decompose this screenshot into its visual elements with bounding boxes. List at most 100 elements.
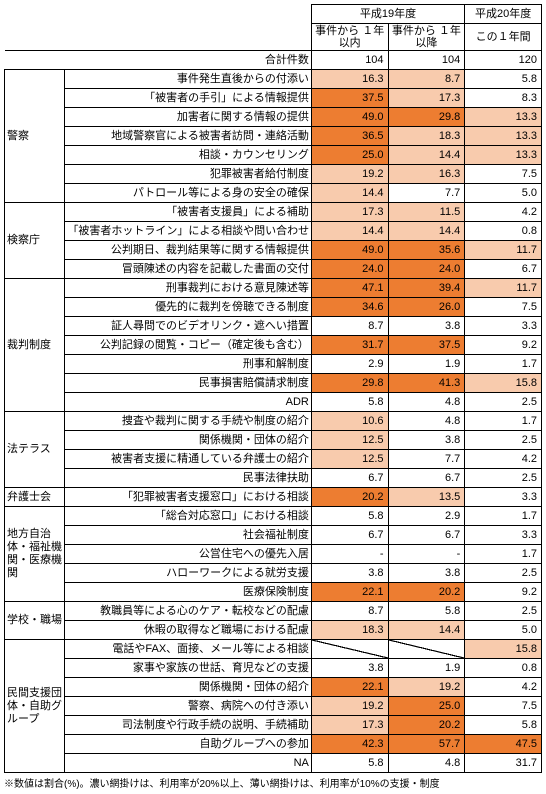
value-cell: 2.5 [465,602,542,621]
row-label: 公判記録の閲覧・コピー（確定後も含む） [65,336,311,355]
category-cell: 裁判制度 [5,279,65,412]
value-cell: - [311,545,388,564]
value-cell: 15.8 [465,374,542,393]
value-cell: 0.8 [465,659,542,678]
row-label: 司法制度や行政手続の説明、手続補助 [65,716,311,735]
value-cell: 29.8 [311,374,388,393]
row-label: 事件発生直後からの付添い [65,70,311,89]
value-cell: 47.1 [311,279,388,298]
row-label: 医療保険制度 [65,583,311,602]
row-label: 「犯罪被害者支援窓口」における相談 [65,488,311,507]
header-col1: 事件から １年以内 [311,24,388,51]
value-cell: 35.6 [388,241,465,260]
value-cell: 14.4 [311,222,388,241]
value-cell: 3.8 [388,564,465,583]
category-cell: 警察 [5,70,65,203]
value-cell: 12.5 [311,450,388,469]
value-cell: 5.8 [311,754,388,773]
value-cell: 10.6 [311,412,388,431]
value-cell: 5.8 [311,507,388,526]
value-cell: 26.0 [388,298,465,317]
row-label: 証人尋問でのビデオリンク・遮へい措置 [65,317,311,336]
row-label: 家事や家族の世話、育児などの支援 [65,659,311,678]
value-cell: 39.4 [388,279,465,298]
value-cell: 2.9 [388,507,465,526]
value-cell: 13.3 [465,146,542,165]
value-cell: 25.0 [388,697,465,716]
value-cell: 2.5 [465,469,542,488]
row-label: 関係機関・団体の紹介 [65,431,311,450]
value-cell: 4.2 [465,450,542,469]
category-cell: 法テラス [5,412,65,488]
row-label: 公営住宅への優先入居 [65,545,311,564]
value-cell: 2.9 [311,355,388,374]
value-cell: 3.8 [388,317,465,336]
value-cell: 1.7 [465,507,542,526]
value-cell: 20.2 [388,583,465,602]
value-cell: 1.7 [465,355,542,374]
value-cell: 16.3 [311,70,388,89]
value-cell: 8.7 [311,602,388,621]
value-cell: 5.0 [465,184,542,203]
value-cell: 2.5 [465,431,542,450]
value-cell: 29.8 [388,108,465,127]
value-cell: 49.0 [311,241,388,260]
value-cell: 5.8 [388,602,465,621]
row-label: 教職員等による心のケア・転校などの配慮 [65,602,311,621]
value-cell: 16.3 [388,165,465,184]
value-cell: 24.0 [388,260,465,279]
value-cell: 3.8 [388,431,465,450]
value-cell: 1.7 [465,545,542,564]
value-cell: - [388,545,465,564]
value-cell: 13.3 [465,127,542,146]
header-col2: 事件から １年以降 [388,24,465,51]
value-cell: 6.7 [388,526,465,545]
value-cell: 2.5 [465,564,542,583]
value-cell: 4.8 [388,412,465,431]
value-cell: 3.3 [465,317,542,336]
footnote: ※数値は割合(%)。濃い網掛けは、利用率が20%以上、薄い網掛けは、利用率が10… [4,775,546,790]
value-cell: 20.2 [311,488,388,507]
value-cell: 6.7 [388,469,465,488]
value-cell: 31.7 [465,754,542,773]
row-label: 犯罪被害者給付制度 [65,165,311,184]
row-label: 「被害者ホットライン」による相談や問い合わせ [65,222,311,241]
value-cell: 17.3 [311,203,388,222]
value-cell: 14.4 [388,222,465,241]
total-value: 104 [311,51,388,70]
row-label: 民事法律扶助 [65,469,311,488]
value-cell: 5.8 [465,716,542,735]
row-label: 民事損害賠償請求制度 [65,374,311,393]
value-cell: 1.9 [388,659,465,678]
value-cell: 9.2 [465,336,542,355]
category-cell: 弁護士会 [5,488,65,507]
value-cell: 4.8 [388,393,465,412]
row-label: 「被害者の手引」による情報提供 [65,89,311,108]
table-body: 合計件数104104120警察事件発生直後からの付添い16.38.75.8「被害… [5,51,542,773]
value-cell: 6.7 [311,469,388,488]
row-label: 警察、病院への付き添い [65,697,311,716]
value-cell: 1.9 [388,355,465,374]
value-cell: 3.8 [311,564,388,583]
value-cell: 14.4 [388,146,465,165]
value-cell: 11.5 [388,203,465,222]
row-label: 自助グループへの参加 [65,735,311,754]
value-cell: 1.7 [465,412,542,431]
row-label: 関係機関・団体の紹介 [65,678,311,697]
total-value: 120 [465,51,542,70]
value-cell: 6.7 [311,526,388,545]
value-cell: 18.3 [311,621,388,640]
category-cell: 学校・職場 [5,602,65,640]
value-cell: 9.2 [465,583,542,602]
value-cell: 47.5 [465,735,542,754]
value-cell: 37.5 [311,89,388,108]
value-cell: 4.2 [465,203,542,222]
row-label: 優先的に裁判を傍聴できる制度 [65,298,311,317]
value-cell: 57.7 [388,735,465,754]
row-label: 加害者に関する情報の提供 [65,108,311,127]
value-cell: 3.3 [465,526,542,545]
category-cell: 検察庁 [5,203,65,279]
value-cell: 17.3 [388,89,465,108]
total-label: 合計件数 [5,51,312,70]
row-label: 地域警察官による被害者訪問・連絡活動 [65,127,311,146]
